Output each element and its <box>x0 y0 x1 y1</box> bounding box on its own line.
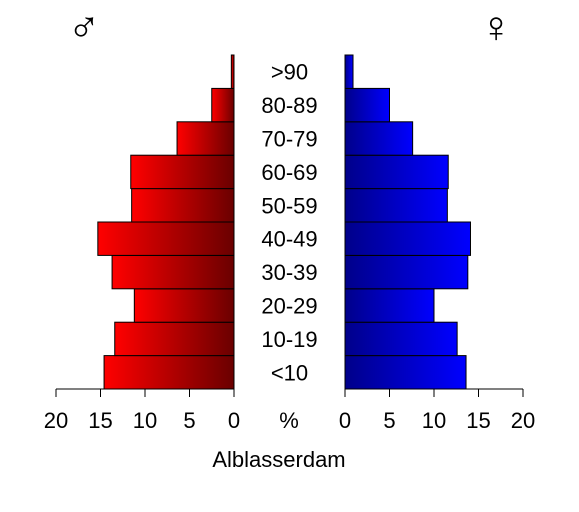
tick-label: 20 <box>511 408 535 433</box>
age-group-label: 30-39 <box>261 260 317 285</box>
tick-label: 10 <box>422 408 446 433</box>
male-bar <box>130 154 235 190</box>
age-group-labels: <10 10-19 20-29 30-39 40-49 50-59 60-69 70-79 80… <box>261 60 317 386</box>
tick-label: 10 <box>133 408 157 433</box>
female-bar <box>344 221 471 256</box>
male-bar <box>133 288 235 323</box>
age-group-label: 20-29 <box>261 294 317 319</box>
tick-label: 0 <box>339 408 351 433</box>
male-bar <box>97 221 235 256</box>
tick-label: 5 <box>183 408 195 433</box>
female-bar <box>344 87 390 123</box>
male-bar <box>114 321 235 357</box>
male-bar <box>230 54 235 89</box>
age-group-label: 80-89 <box>261 93 317 118</box>
chart-title: Alblasserdam <box>212 447 345 472</box>
tick-label: 20 <box>44 408 68 433</box>
tick-label: 0 <box>228 408 240 433</box>
tick-label: 15 <box>466 408 490 433</box>
age-group-label: 70-79 <box>261 127 317 152</box>
age-group-label: 50-59 <box>261 193 317 218</box>
male-bar <box>103 355 235 390</box>
female-bar <box>344 321 458 357</box>
female-x-axis: 0 5 10 15 20 <box>339 388 535 433</box>
female-bar <box>344 254 469 290</box>
male-bars <box>97 54 235 390</box>
male-bar <box>211 87 235 123</box>
center-axis-label: % <box>279 408 299 433</box>
tick-label: 15 <box>88 408 112 433</box>
female-bar <box>344 288 435 323</box>
age-group-label: 60-69 <box>261 160 317 185</box>
male-x-axis: 0 5 10 15 20 <box>44 388 240 433</box>
female-bar <box>344 355 467 390</box>
age-group-label: <10 <box>271 360 308 385</box>
female-bar <box>344 54 354 89</box>
female-bars <box>344 54 471 390</box>
male-symbol: ♂ <box>68 3 101 52</box>
tick-label: 5 <box>383 408 395 433</box>
male-bar <box>176 121 235 156</box>
male-bar <box>111 254 235 290</box>
female-symbol: ♀ <box>480 3 513 52</box>
female-bar <box>344 188 448 223</box>
female-bar <box>344 154 449 190</box>
age-group-label: >90 <box>271 60 308 85</box>
age-group-label: 10-19 <box>261 327 317 352</box>
male-bar <box>131 188 235 223</box>
age-group-label: 40-49 <box>261 227 317 252</box>
female-bar <box>344 121 414 156</box>
